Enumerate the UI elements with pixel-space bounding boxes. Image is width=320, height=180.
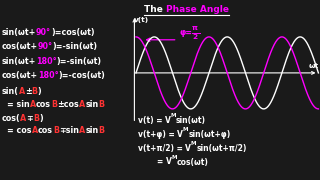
Text: sin(ωt+: sin(ωt+ (2, 28, 36, 37)
Text: cos(ωt+: cos(ωt+ (2, 42, 38, 51)
Text: A: A (79, 100, 85, 109)
Text: φ=: φ= (179, 28, 192, 37)
Text: B: B (99, 126, 105, 135)
Text: A: A (32, 126, 38, 135)
Text: cos(ωt): cos(ωt) (177, 158, 209, 166)
Text: B: B (31, 87, 38, 96)
Text: V: V (185, 144, 191, 153)
Text: A: A (79, 126, 85, 135)
Text: =: = (157, 158, 166, 166)
Text: cos: cos (36, 100, 51, 109)
Text: sin(ωt+φ): sin(ωt+φ) (188, 130, 231, 139)
Text: 90°: 90° (38, 42, 53, 51)
Text: M: M (191, 141, 196, 146)
Text: )=-sin(ωt): )=-sin(ωt) (53, 42, 98, 51)
Text: sin(ωt+: sin(ωt+ (2, 57, 36, 66)
Text: sin: sin (85, 126, 99, 135)
Text: A: A (19, 87, 25, 96)
Text: 180°: 180° (36, 57, 57, 66)
Text: B: B (99, 100, 105, 109)
Text: v(t) =: v(t) = (138, 116, 165, 125)
Text: 90°: 90° (36, 28, 51, 37)
Text: cos(ωt+: cos(ωt+ (2, 71, 38, 80)
Text: ∓: ∓ (27, 114, 33, 123)
Text: A: A (30, 100, 36, 109)
Text: Phase Angle: Phase Angle (166, 5, 229, 14)
Text: ωt: ωt (308, 63, 318, 69)
Text: v(t+π/2) =: v(t+π/2) = (138, 144, 185, 153)
Text: sin(ωt): sin(ωt) (176, 116, 206, 125)
Text: sin(: sin( (2, 87, 19, 96)
Text: cos: cos (38, 126, 53, 135)
Text: )=cos(ωt): )=cos(ωt) (51, 28, 95, 37)
Text: = cos: = cos (7, 126, 32, 135)
Text: B: B (53, 126, 59, 135)
Text: The: The (144, 5, 166, 14)
Text: cos(: cos( (2, 114, 20, 123)
Text: M: M (183, 127, 188, 132)
Text: 2: 2 (192, 34, 197, 40)
Text: 180°: 180° (38, 71, 59, 80)
Text: A: A (20, 114, 27, 123)
Text: V: V (166, 158, 172, 166)
Text: ±: ± (25, 87, 31, 96)
Text: sin: sin (85, 100, 99, 109)
Text: ∓sin: ∓sin (59, 126, 79, 135)
Text: v(t): v(t) (133, 17, 148, 23)
Text: B: B (33, 114, 39, 123)
Text: M: M (171, 113, 176, 118)
Text: V: V (165, 116, 171, 125)
Text: ±cos: ±cos (57, 100, 79, 109)
Text: B: B (51, 100, 57, 109)
Text: ): ) (38, 87, 41, 96)
Text: M: M (172, 155, 177, 160)
Text: )=-sin(ωt): )=-sin(ωt) (57, 57, 102, 66)
Text: V: V (177, 130, 183, 139)
Text: )=-cos(ωt): )=-cos(ωt) (59, 71, 105, 80)
Text: = sin: = sin (7, 100, 30, 109)
Text: π: π (192, 25, 198, 31)
Text: sin(ωt+π/2): sin(ωt+π/2) (196, 144, 247, 153)
Text: v(t+φ) =: v(t+φ) = (138, 130, 177, 139)
Text: ): ) (39, 114, 43, 123)
